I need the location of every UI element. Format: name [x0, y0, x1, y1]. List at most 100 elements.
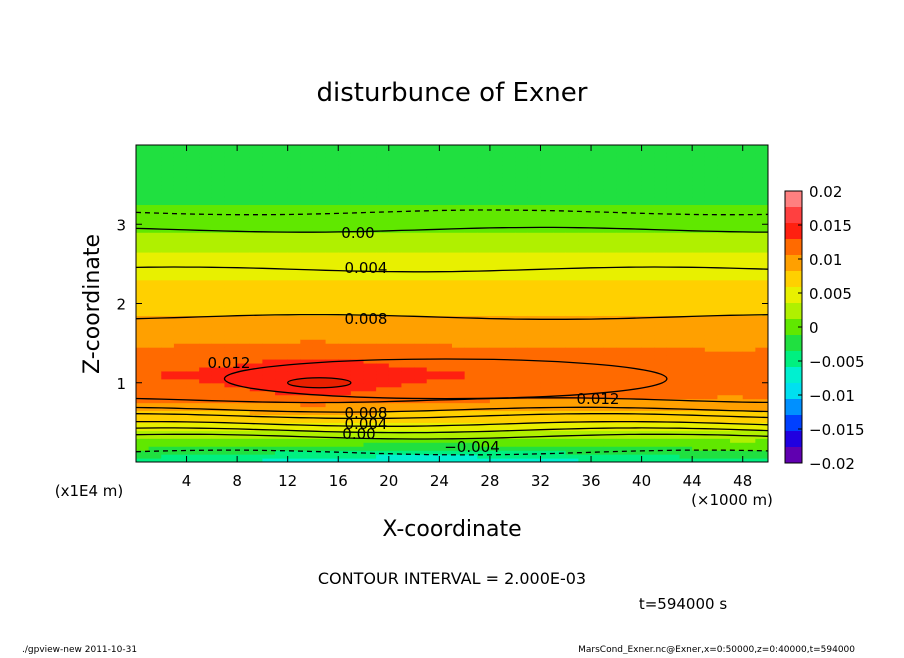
field-cell: [262, 343, 276, 348]
field-cell: [199, 236, 213, 241]
field-cell: [249, 145, 263, 150]
field-cell: [338, 176, 352, 182]
field-cell: [452, 402, 466, 408]
field-cell: [603, 438, 617, 443]
field-cell: [287, 228, 301, 233]
field-cell: [452, 263, 466, 269]
field-cell: [717, 311, 731, 316]
field-cell: [300, 442, 314, 447]
field-cell: [591, 232, 605, 237]
field-cell: [464, 164, 478, 170]
field-cell: [616, 271, 630, 277]
field-cell: [666, 287, 681, 293]
field-cell: [489, 390, 504, 396]
field-cell: [300, 362, 314, 368]
field-cell: [287, 315, 301, 320]
field-cell: [249, 339, 263, 344]
field-cell: [224, 232, 238, 237]
field-cell: [452, 299, 466, 305]
field-cell: [401, 374, 415, 380]
field-cell: [755, 398, 768, 404]
field-cell: [173, 418, 188, 423]
field-cell: [439, 347, 453, 352]
field-cell: [616, 259, 630, 265]
field-cell: [553, 414, 567, 420]
field-cell: [654, 394, 668, 400]
field-cell: [540, 188, 554, 194]
field-cell: [464, 335, 478, 340]
field-cell: [641, 251, 655, 257]
field-cell: [628, 331, 643, 336]
field-cell: [591, 291, 605, 297]
field-cell: [452, 168, 466, 174]
field-cell: [173, 204, 188, 209]
field-cell: [262, 366, 276, 372]
field-cell: [439, 331, 453, 336]
field-cell: [679, 255, 693, 261]
field-cell: [540, 279, 554, 285]
field-cell: [426, 156, 440, 162]
field-cell: [540, 362, 554, 368]
field-cell: [363, 192, 377, 198]
field-cell: [565, 240, 579, 245]
field-cell: [287, 358, 301, 364]
field-cell: [249, 295, 263, 301]
field-cell: [616, 323, 630, 328]
field-cell: [186, 251, 200, 257]
field-cell: [616, 176, 630, 182]
field-cell: [704, 275, 719, 281]
field-cell: [237, 255, 251, 261]
field-cell: [553, 164, 567, 170]
field-cell: [717, 335, 731, 340]
field-cell: [641, 458, 655, 462]
field-cell: [224, 307, 238, 313]
field-cell: [300, 295, 314, 301]
field-cell: [742, 248, 756, 253]
field-cell: [287, 319, 301, 324]
field-cell: [452, 200, 466, 206]
field-cell: [692, 148, 706, 154]
field-cell: [262, 152, 276, 158]
field-cell: [540, 323, 554, 328]
field-cell: [186, 378, 200, 384]
field-cell: [489, 410, 504, 416]
field-cell: [527, 184, 542, 190]
field-cell: [452, 295, 466, 301]
field-cell: [199, 216, 213, 221]
field-cell: [616, 184, 630, 190]
field-cell: [186, 386, 200, 392]
field-cell: [439, 442, 453, 447]
field-cell: [350, 386, 365, 392]
field-cell: [249, 224, 263, 229]
field-cell: [730, 378, 744, 384]
field-cell: [249, 434, 263, 439]
field-cell: [211, 335, 226, 340]
field-cell: [730, 255, 744, 261]
field-cell: [464, 446, 478, 451]
field-cell: [755, 351, 768, 356]
field-cell: [603, 192, 617, 198]
field-cell: [591, 224, 605, 229]
field-cell: [338, 458, 352, 462]
field-cell: [641, 370, 655, 376]
field-cell: [591, 422, 605, 427]
field-cell: [275, 323, 289, 328]
field-cell: [325, 414, 339, 420]
field-cell: [300, 299, 314, 305]
field-cell: [654, 378, 668, 384]
field-cell: [603, 204, 617, 209]
field-cell: [211, 259, 226, 265]
field-cell: [755, 192, 768, 198]
field-cell: [439, 374, 453, 380]
field-cell: [363, 347, 377, 352]
field-cell: [439, 251, 453, 257]
field-cell: [452, 426, 466, 431]
field-cell: [161, 422, 175, 427]
field-cell: [489, 450, 504, 455]
field-cell: [262, 358, 276, 364]
field-cell: [692, 263, 706, 269]
field-cell: [401, 232, 415, 237]
field-cell: [452, 192, 466, 198]
field-cell: [388, 216, 403, 221]
field-cell: [578, 200, 592, 206]
